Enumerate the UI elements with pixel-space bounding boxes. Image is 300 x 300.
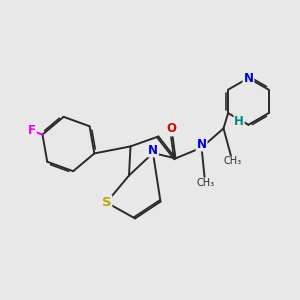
Text: O: O: [167, 122, 177, 136]
Text: CH₃: CH₃: [196, 178, 214, 188]
Text: N: N: [243, 71, 254, 85]
Text: N: N: [148, 143, 158, 157]
Text: F: F: [28, 124, 36, 137]
Text: H: H: [234, 115, 244, 128]
Text: CH₃: CH₃: [224, 156, 242, 167]
Text: N: N: [196, 137, 207, 151]
Text: S: S: [102, 196, 111, 209]
